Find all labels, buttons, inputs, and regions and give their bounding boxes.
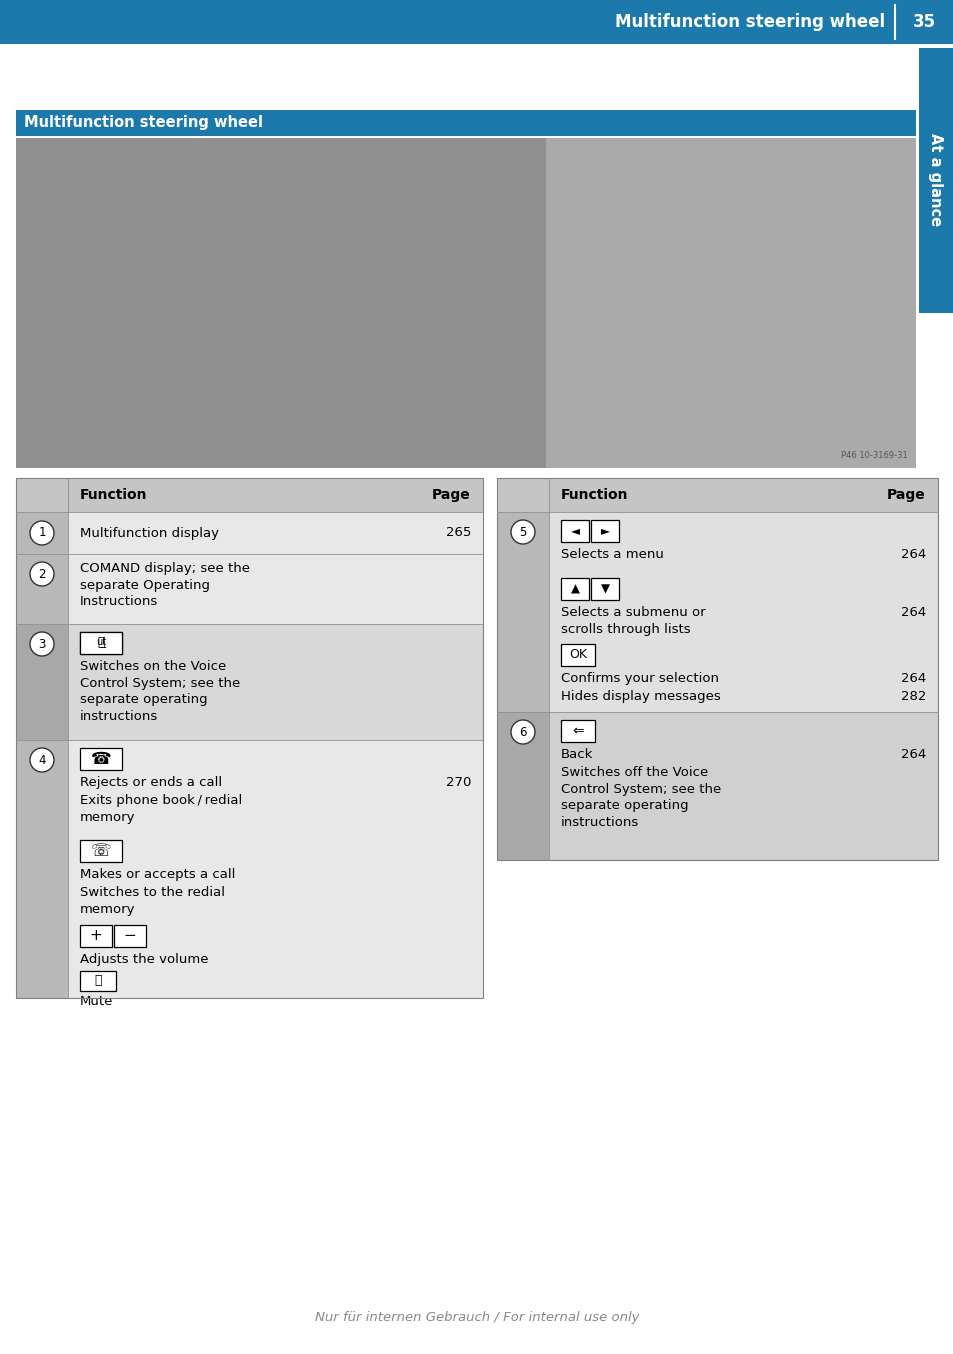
Text: Nur für internen Gebrauch / For internal use only: Nur für internen Gebrauch / For internal… xyxy=(314,1312,639,1324)
Text: 264: 264 xyxy=(900,672,925,685)
Bar xyxy=(16,554,482,624)
Text: Adjusts the volume: Adjusts the volume xyxy=(80,953,209,965)
Text: −: − xyxy=(124,929,136,944)
Text: 282: 282 xyxy=(900,691,925,703)
Text: 🔇: 🔇 xyxy=(94,975,102,987)
Bar xyxy=(16,138,545,468)
Text: Page: Page xyxy=(886,487,925,502)
Bar xyxy=(560,645,595,666)
Text: 264: 264 xyxy=(900,747,925,761)
Text: 🎤: 🎤 xyxy=(97,636,105,650)
Text: Multifunction display: Multifunction display xyxy=(80,527,219,539)
Text: 265: 265 xyxy=(445,527,471,539)
Text: ►: ► xyxy=(599,524,609,538)
Text: P46 10-3169-31: P46 10-3169-31 xyxy=(841,451,907,460)
Bar xyxy=(80,839,122,862)
Text: Switches off the Voice
Control System; see the
separate operating
instructions: Switches off the Voice Control System; s… xyxy=(560,766,720,829)
Text: ut̲: ut̲ xyxy=(96,638,106,649)
Bar xyxy=(590,578,618,600)
Text: COMAND display; see the
separate Operating
Instructions: COMAND display; see the separate Operati… xyxy=(80,562,250,608)
Text: 264: 264 xyxy=(900,548,925,561)
Bar xyxy=(16,554,68,624)
Text: Multifunction steering wheel: Multifunction steering wheel xyxy=(24,115,263,130)
Bar xyxy=(16,138,915,468)
Text: Hides display messages: Hides display messages xyxy=(560,691,720,703)
Text: Back: Back xyxy=(560,747,593,761)
Bar xyxy=(16,624,68,741)
Text: Function: Function xyxy=(560,487,628,502)
Text: ☏: ☏ xyxy=(91,842,112,860)
Text: Makes or accepts a call: Makes or accepts a call xyxy=(80,868,235,881)
Bar xyxy=(16,741,68,998)
Text: At a glance: At a glance xyxy=(927,134,943,226)
Text: 5: 5 xyxy=(518,525,526,539)
Text: ▲: ▲ xyxy=(570,582,578,596)
Circle shape xyxy=(30,521,54,546)
Bar xyxy=(80,971,116,991)
Text: ⇐: ⇐ xyxy=(572,724,583,738)
Bar xyxy=(0,43,918,110)
Text: Selects a menu: Selects a menu xyxy=(560,548,663,561)
Text: Exits phone book / redial
memory: Exits phone book / redial memory xyxy=(80,793,242,823)
Text: 264: 264 xyxy=(900,607,925,619)
Bar xyxy=(560,520,588,542)
Text: 2: 2 xyxy=(38,567,46,581)
Text: ☎: ☎ xyxy=(91,750,112,768)
Text: 270: 270 xyxy=(445,776,471,789)
Circle shape xyxy=(511,720,535,743)
Text: 3: 3 xyxy=(38,638,46,650)
Bar xyxy=(560,720,595,742)
Text: 1: 1 xyxy=(38,527,46,539)
Text: Mute: Mute xyxy=(80,995,113,1007)
Bar xyxy=(16,512,68,554)
Bar xyxy=(590,520,618,542)
Text: 4: 4 xyxy=(38,753,46,766)
Circle shape xyxy=(30,632,54,655)
Bar xyxy=(16,478,482,998)
Bar xyxy=(16,512,482,554)
Bar xyxy=(16,478,482,512)
Text: ◄: ◄ xyxy=(570,524,578,538)
Text: Function: Function xyxy=(80,487,148,502)
Text: Switches on the Voice
Control System; see the
separate operating
instructions: Switches on the Voice Control System; se… xyxy=(80,659,240,723)
Bar xyxy=(0,0,953,43)
Bar xyxy=(497,512,548,712)
Text: Selects a submenu or
scrolls through lists: Selects a submenu or scrolls through lis… xyxy=(560,607,705,635)
Bar xyxy=(80,747,122,770)
Text: Confirms your selection: Confirms your selection xyxy=(560,672,719,685)
Text: Rejects or ends a call: Rejects or ends a call xyxy=(80,776,222,789)
Text: Switches to the redial
memory: Switches to the redial memory xyxy=(80,886,225,915)
Bar xyxy=(545,138,915,468)
Text: Page: Page xyxy=(432,487,471,502)
Bar xyxy=(497,478,937,860)
Bar xyxy=(497,712,548,860)
Circle shape xyxy=(30,562,54,586)
Bar xyxy=(16,110,915,135)
Text: Multifunction steering wheel: Multifunction steering wheel xyxy=(615,14,884,31)
Bar xyxy=(80,632,122,654)
Bar xyxy=(113,925,146,946)
Bar xyxy=(497,712,937,860)
Bar xyxy=(16,624,482,741)
Bar xyxy=(497,512,937,712)
Text: OK: OK xyxy=(568,649,586,662)
Bar xyxy=(918,47,953,313)
Circle shape xyxy=(30,747,54,772)
Circle shape xyxy=(511,520,535,544)
Bar xyxy=(80,632,122,654)
Text: 35: 35 xyxy=(911,14,935,31)
Bar xyxy=(16,741,482,998)
Bar xyxy=(16,138,915,468)
Bar xyxy=(560,578,588,600)
Text: +: + xyxy=(90,929,102,944)
Text: 6: 6 xyxy=(518,726,526,738)
Bar xyxy=(918,43,953,47)
Text: ▼: ▼ xyxy=(599,582,609,596)
Bar xyxy=(80,925,112,946)
Bar xyxy=(497,478,937,512)
